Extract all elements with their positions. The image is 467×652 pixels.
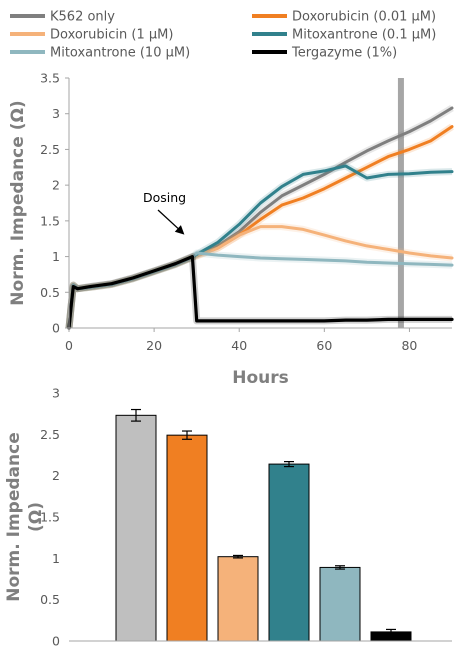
- bar-chart-y-tick-label: 1.5: [40, 510, 60, 525]
- line-chart-y-tick-label: 2: [52, 178, 60, 193]
- line-chart-x-axis-title: Hours: [232, 368, 289, 388]
- dosing-annotation: Dosing: [143, 190, 186, 235]
- line-chart-y-tick-label: 3: [52, 106, 60, 121]
- bar-2: [166, 434, 208, 642]
- bar-4: [268, 463, 310, 642]
- line-chart-y-axis-title: Norm. Impedance (Ω): [8, 100, 28, 305]
- line-chart-x-tick-label: 0: [65, 338, 73, 353]
- bar-chart-y-axis-title: Norm. Impedance (Ω): [4, 432, 46, 601]
- dosing-label: Dosing: [143, 190, 186, 205]
- line-chart-y-tick-label: 0: [52, 321, 60, 336]
- bar-chart-y-axis-title-line-2: (Ω): [26, 502, 46, 532]
- bar-chart: 0 0.5 1 1.5 2 2.5 3 Norm. Impedance (Ω): [4, 386, 452, 649]
- legend-label-2: Doxorubicin (0.01 µM): [292, 10, 436, 25]
- bar-3: [217, 556, 259, 642]
- bar-1: [115, 414, 157, 642]
- line-chart-y-tick-label: 0.5: [40, 285, 60, 300]
- line-chart-x-tick-label: 80: [401, 338, 417, 353]
- line-chart-x-tick-label: 40: [231, 338, 247, 353]
- bar-chart-bars: [115, 408, 412, 642]
- legend-label-5: Mitoxantrone (10 µM): [50, 46, 190, 61]
- line-chart-x-tick-label: 20: [146, 338, 162, 353]
- line-chart-x-tick-label: 60: [316, 338, 332, 353]
- line-chart-y-tick-label: 1: [52, 249, 60, 264]
- dosing-arrow-head: [174, 225, 185, 235]
- line-chart-y-tick-label: 3.5: [40, 71, 60, 86]
- line-chart-y-tick-label: 1.5: [40, 213, 60, 228]
- series-band-6: [65, 253, 452, 329]
- line-chart-axes: 0 0.5 1 1.5 2 2.5 3 3.5 0 20 40 60 80: [40, 71, 452, 353]
- line-chart-y-tick-label: 2.5: [40, 142, 60, 157]
- bar-chart-y-tick-label: 2: [52, 468, 60, 483]
- bar-chart-y-tick-label: 0: [52, 634, 60, 649]
- bar-chart-y-tick-label: 1: [52, 551, 60, 566]
- legend-label-6: Tergazyme (1%): [291, 46, 397, 61]
- bar-chart-y-axis-title-line-1: Norm. Impedance: [4, 432, 24, 601]
- line-chart-series-group: [65, 105, 454, 330]
- legend: K562 only Doxorubicin (0.01 µM) Doxorubici…: [10, 10, 436, 61]
- bar-chart-y-tick-label: 0.5: [40, 592, 60, 607]
- legend-label-1: K562 only: [50, 10, 115, 25]
- bar-chart-y-tick-label: 2.5: [40, 427, 60, 442]
- dosing-arrow-shaft: [157, 209, 182, 233]
- line-chart: 0 0.5 1 1.5 2 2.5 3 3.5 0 20 40 60 80 Dosing Hours N…: [8, 71, 454, 388]
- legend-label-3: Doxorubicin (1 µM): [50, 28, 173, 43]
- series-line-6: [67, 255, 454, 330]
- bar-chart-y-tick-label: 3: [52, 386, 60, 401]
- bar-5: [319, 566, 361, 642]
- legend-label-4: Mitoxantrone (0.1 µM): [292, 28, 436, 43]
- bar-chart-axes: 0 0.5 1 1.5 2 2.5 3: [40, 386, 452, 649]
